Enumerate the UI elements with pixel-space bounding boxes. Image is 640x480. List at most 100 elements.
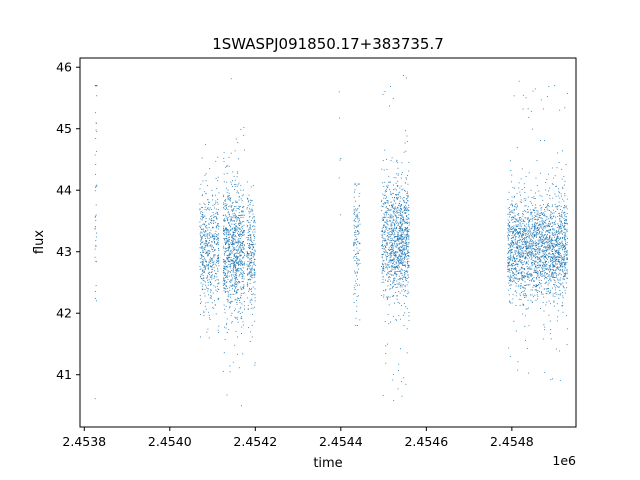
data-point [507,271,509,273]
data-point [406,175,408,177]
data-point [246,252,248,253]
data-point [235,223,237,225]
data-point [383,268,385,270]
data-point [353,243,355,245]
data-point [534,234,536,236]
data-point [566,278,568,279]
data-point [543,214,545,216]
data-point [385,254,387,256]
data-point [236,284,238,286]
data-point [556,250,557,252]
data-point [556,240,557,242]
data-point [397,167,399,169]
data-point [238,208,240,210]
data-point [237,268,239,270]
data-point [384,321,386,322]
data-point [95,236,97,238]
data-point [214,304,216,306]
data-point [530,241,532,243]
data-point [540,280,542,282]
data-point [558,350,560,352]
data-point [226,229,228,231]
data-point [231,234,233,236]
data-point [539,221,541,223]
data-point [223,274,225,276]
data-point [390,245,391,247]
data-point [239,196,240,198]
data-point [355,215,357,217]
data-point [243,244,245,245]
data-point [548,244,550,246]
data-point [387,224,389,226]
data-point [232,285,234,287]
data-point [241,243,243,244]
data-point [524,192,526,193]
data-point [562,297,564,299]
data-point [560,225,562,227]
data-point [242,221,243,223]
data-point [241,210,243,212]
data-point [227,260,229,262]
data-point [214,280,216,282]
data-point [225,305,227,307]
data-point [223,279,225,281]
data-point [243,261,245,263]
data-point [213,307,215,309]
data-point [242,264,244,266]
data-point [229,218,231,220]
data-point [510,276,512,278]
data-point [566,315,567,317]
data-point [555,262,556,264]
data-point [548,231,550,233]
data-point [563,259,565,261]
data-point [534,88,536,90]
data-point [408,261,410,263]
data-point [381,254,383,256]
data-point [232,251,234,253]
data-point [381,248,383,250]
data-point [356,227,358,229]
data-point [531,243,533,245]
data-point [549,198,551,200]
data-point [224,203,226,205]
data-point [223,208,225,210]
data-point [247,229,249,231]
data-point [555,260,557,262]
data-point [240,189,242,191]
data-point [554,271,556,273]
data-point [546,273,548,275]
data-point [381,219,383,221]
data-point [542,267,544,269]
data-point [395,254,397,256]
data-point [230,152,232,154]
data-point [542,252,544,254]
data-point [544,278,545,280]
data-point [381,201,382,202]
data-point [564,239,566,241]
data-point [562,276,564,278]
data-point [408,204,409,206]
data-point [240,214,242,216]
data-point [527,206,529,208]
data-point [399,270,401,272]
data-point [403,151,405,153]
data-point [239,206,240,208]
data-point [253,263,254,265]
data-point [519,222,521,224]
data-point [239,251,241,253]
data-point [537,239,539,241]
data-point [545,236,547,238]
data-point [566,257,568,259]
data-point [558,226,560,227]
data-point [211,209,213,210]
data-point [356,258,358,259]
data-point [201,246,203,248]
data-point [399,255,401,257]
data-point [516,270,518,272]
data-point [554,277,556,278]
data-point [550,268,552,270]
data-point [382,270,384,272]
data-point [507,251,509,253]
data-point [382,206,384,208]
data-point [211,248,213,250]
